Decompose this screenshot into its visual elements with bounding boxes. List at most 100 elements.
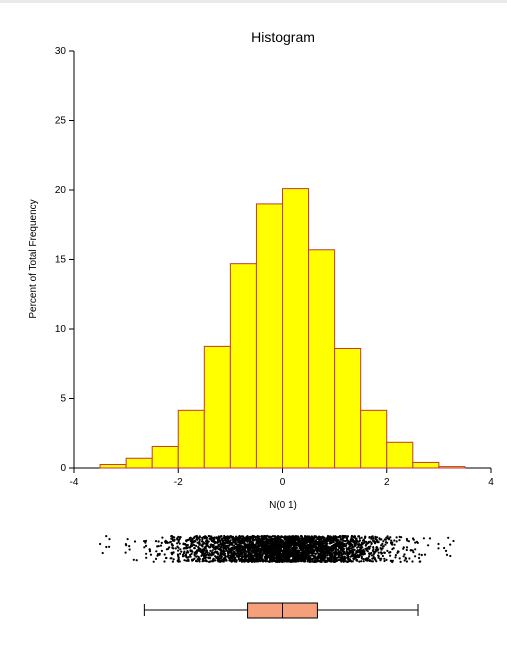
dot-point <box>181 553 185 557</box>
dot-point <box>260 556 263 559</box>
dot-point <box>337 548 340 552</box>
dot-point <box>196 541 199 544</box>
dot-point <box>372 555 375 558</box>
dot-point <box>283 544 286 547</box>
dot-point <box>300 555 303 558</box>
dot-point <box>180 550 183 553</box>
dot-point <box>346 554 349 557</box>
dot-point <box>282 558 285 561</box>
dot-point <box>309 544 312 547</box>
dot-point <box>194 540 197 543</box>
dot-point <box>209 538 212 541</box>
dot-point <box>210 539 213 543</box>
dot-point <box>380 548 383 551</box>
dot-point <box>193 547 196 550</box>
dot-point <box>443 546 446 550</box>
dot-point <box>293 552 296 555</box>
dot-point <box>219 543 222 546</box>
dot-point <box>194 551 197 554</box>
dot-plot <box>99 534 455 564</box>
dot-point <box>328 535 331 539</box>
dot-point <box>380 552 383 555</box>
dot-point <box>355 558 358 562</box>
dot-point <box>255 552 259 555</box>
histogram-bar <box>334 347 362 469</box>
dot-point <box>290 535 293 538</box>
dot-point <box>345 537 348 540</box>
dot-point <box>323 556 326 559</box>
dot-point <box>217 553 220 556</box>
dot-point <box>313 535 316 538</box>
dot-point <box>259 551 262 554</box>
dot-point <box>301 537 304 540</box>
dot-point <box>322 550 325 553</box>
dot-point <box>298 557 301 560</box>
dot-point <box>338 540 341 543</box>
dot-point <box>449 543 452 546</box>
dot-point <box>368 559 371 562</box>
dot-point <box>284 541 287 544</box>
dot-point <box>196 536 199 539</box>
dot-point <box>212 553 215 556</box>
dot-point <box>108 538 111 541</box>
dot-point <box>345 550 348 553</box>
dot-point <box>348 543 351 546</box>
dot-point <box>286 559 290 562</box>
dot-point <box>362 548 365 551</box>
dot-point <box>405 546 409 549</box>
dot-point <box>296 549 299 552</box>
dot-point <box>366 559 369 562</box>
dot-point <box>193 557 196 560</box>
dot-point <box>372 546 375 549</box>
dot-point <box>144 541 147 544</box>
dot-point <box>444 549 448 553</box>
dot-point <box>395 536 398 539</box>
dot-point <box>251 541 255 545</box>
dot-point <box>305 552 308 556</box>
dot-point <box>163 560 166 563</box>
dot-point <box>276 547 279 551</box>
dot-point <box>352 557 355 560</box>
dot-point <box>394 556 397 559</box>
dot-point <box>323 539 326 542</box>
dot-point <box>261 559 264 562</box>
dot-point <box>374 549 377 552</box>
dot-point <box>303 549 306 552</box>
dot-point <box>176 537 179 540</box>
dot-point <box>351 535 354 538</box>
dot-point <box>405 560 408 563</box>
dot-point <box>352 551 355 554</box>
dot-point <box>344 535 347 538</box>
dot-point <box>248 541 251 544</box>
dot-point <box>231 557 234 560</box>
dot-point <box>246 547 249 551</box>
dot-point <box>270 555 273 558</box>
histogram-bar <box>438 466 466 469</box>
dot-point <box>241 553 244 556</box>
histogram-bar <box>308 249 336 469</box>
dot-point <box>295 558 298 561</box>
dot-point <box>257 539 260 542</box>
dot-point <box>323 547 326 550</box>
dot-point <box>361 539 364 542</box>
dot-point <box>301 551 304 555</box>
dot-point <box>402 547 405 550</box>
dot-point <box>163 553 166 556</box>
dot-point <box>320 554 323 557</box>
dot-point <box>242 559 245 562</box>
dot-point <box>335 545 338 549</box>
dot-point <box>334 537 337 541</box>
dot-point <box>308 559 311 562</box>
dot-point <box>376 546 379 549</box>
dot-point <box>159 544 163 547</box>
dot-point <box>284 550 287 553</box>
dot-point <box>408 557 411 560</box>
dot-point <box>266 556 269 559</box>
dot-point <box>244 549 247 552</box>
dot-point <box>307 535 310 539</box>
dot-point <box>276 554 279 557</box>
dot-point <box>323 542 326 545</box>
dot-point <box>149 553 153 556</box>
dot-point <box>195 549 199 552</box>
dot-point <box>178 560 181 563</box>
